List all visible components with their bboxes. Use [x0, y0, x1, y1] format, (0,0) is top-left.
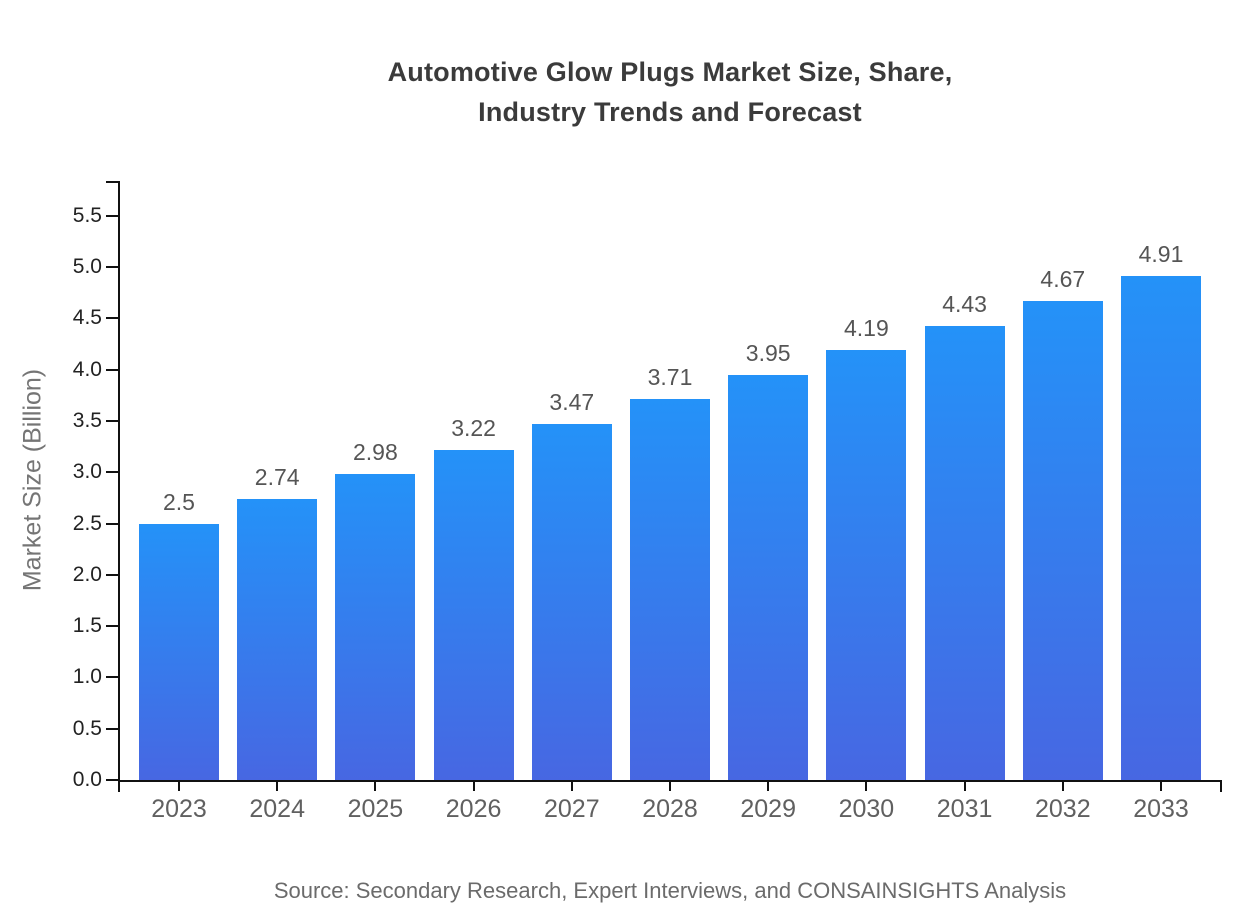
- bar: [139, 523, 219, 780]
- x-tick: [767, 782, 770, 791]
- bar: [531, 424, 612, 780]
- x-tick: [669, 782, 671, 791]
- x-tick-label: 2032: [1034, 795, 1091, 823]
- bar-value-label: 4.91: [1138, 241, 1184, 268]
- x-tick-label: 2029: [740, 795, 796, 823]
- y-tick: [106, 676, 118, 679]
- x-tick-label: 2028: [642, 795, 698, 823]
- chart-title-line-2: Industry Trends and Forecast: [478, 97, 862, 127]
- y-axis-top-end-tick: [106, 181, 118, 183]
- y-tick-label: 2.5: [72, 511, 102, 535]
- x-tick: [374, 782, 377, 791]
- bar-value-label: 4.19: [844, 315, 889, 342]
- y-tick: [106, 471, 118, 474]
- y-tick-label: 4.5: [72, 306, 102, 330]
- x-tick-label: 2024: [249, 795, 305, 823]
- x-tick-label: 2027: [543, 795, 600, 823]
- y-axis-line: [118, 181, 120, 792]
- y-tick-label: 0.0: [72, 768, 102, 791]
- x-axis-line: [118, 780, 1222, 782]
- chart-title: Automotive Glow Plugs Market Size, Share…: [120, 52, 1220, 132]
- y-tick-label: 1.0: [72, 665, 102, 689]
- y-tick: [106, 522, 118, 525]
- chart-title-line-1: Automotive Glow Plugs Market Size, Share…: [387, 57, 953, 87]
- x-axis-right-end-tick: [1220, 782, 1222, 792]
- y-tick: [106, 214, 118, 217]
- x-tick: [276, 782, 279, 791]
- y-tick: [106, 266, 118, 269]
- y-tick-label: 4.0: [72, 357, 102, 381]
- y-tick-label: 2.0: [72, 562, 102, 586]
- bar-value-label: 2.74: [254, 463, 300, 490]
- y-tick-label: 1.5: [72, 614, 102, 638]
- y-tick: [106, 573, 118, 576]
- x-tick-label: 2030: [838, 795, 895, 823]
- bar-value-label: 3.47: [549, 389, 595, 416]
- bar-value-label: 4.43: [942, 290, 987, 317]
- y-tick: [106, 420, 118, 422]
- y-tick-label: 3.5: [72, 409, 102, 432]
- bar-value-label: 2.98: [353, 439, 398, 466]
- y-tick: [106, 625, 118, 628]
- x-tick: [865, 782, 868, 791]
- bar: [728, 374, 809, 780]
- y-tick-label: 5.0: [72, 255, 102, 279]
- bar-value-label: 4.67: [1040, 266, 1086, 292]
- x-tick: [472, 782, 475, 791]
- y-tick-label: 0.5: [72, 716, 102, 740]
- y-tick: [106, 779, 118, 781]
- x-tick-label: 2026: [445, 795, 502, 823]
- y-tick-label: 3.0: [72, 460, 102, 484]
- x-tick: [963, 782, 966, 791]
- y-tick: [106, 317, 118, 320]
- bar: [630, 399, 710, 780]
- plot-area: 0.0 0.5 1.0 1.5 2.0 2.5 3.0 3.5 4.0 4.5 5.0 5.5 2.5 2…: [73, 181, 1222, 823]
- bar-value-label: 3.95: [745, 339, 791, 366]
- y-tick: [106, 368, 118, 371]
- bar-value-label: 3.71: [647, 364, 693, 391]
- x-tick: [178, 782, 180, 791]
- x-tick-label: 2023: [151, 795, 207, 823]
- x-tick-label: 2033: [1133, 795, 1189, 823]
- x-tick-label: 2031: [936, 795, 993, 823]
- x-tick: [1061, 782, 1064, 791]
- x-tick: [1160, 782, 1162, 791]
- bar: [237, 498, 318, 780]
- bar: [1121, 276, 1201, 780]
- y-tick-label: 5.5: [72, 203, 102, 227]
- bar: [826, 350, 907, 780]
- bar: [335, 474, 416, 780]
- x-tick: [570, 782, 573, 791]
- bar: [433, 449, 514, 780]
- bar: [924, 325, 1005, 780]
- bar: [1022, 301, 1103, 780]
- bar-value-label: 2.5: [163, 488, 195, 515]
- y-tick: [106, 727, 118, 730]
- x-tick-label: 2025: [347, 795, 404, 823]
- bar-value-label: 3.22: [451, 414, 496, 441]
- source-note: Source: Secondary Research, Expert Inter…: [273, 878, 1067, 903]
